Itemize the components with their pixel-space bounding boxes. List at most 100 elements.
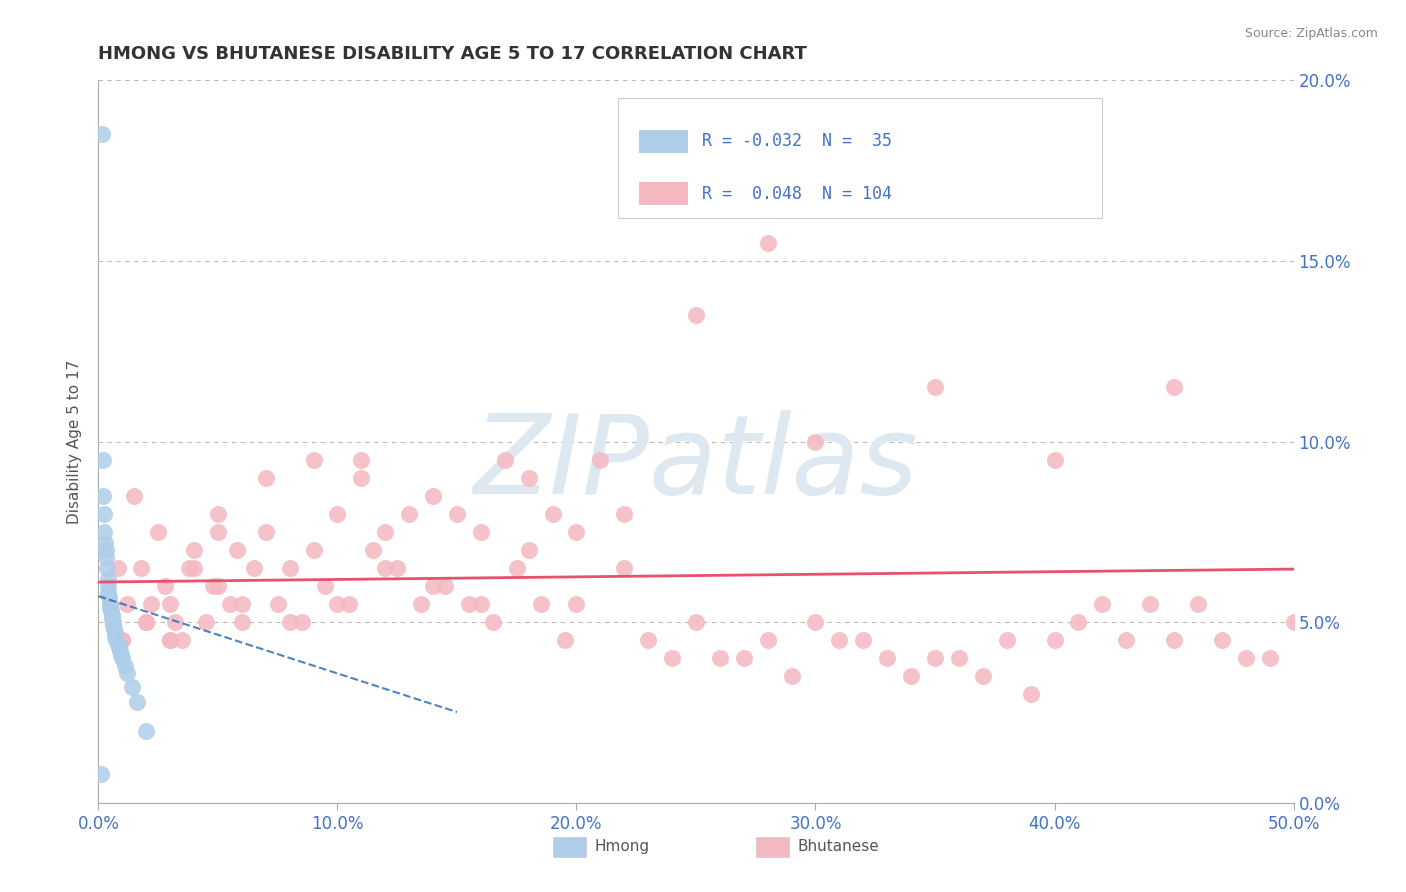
Point [207, 579, 229, 593]
Point [411, 597, 433, 611]
Point [374, 561, 396, 575]
Point [482, 615, 505, 630]
Point [1043, 452, 1066, 467]
Text: Source: ZipAtlas.com: Source: ZipAtlas.com [1244, 27, 1378, 40]
Point [219, 597, 242, 611]
Point [685, 615, 707, 630]
Point [302, 542, 325, 557]
Point [422, 579, 444, 593]
Point [98, 597, 121, 611]
Point [972, 669, 994, 683]
Point [339, 597, 361, 611]
Point [565, 524, 588, 539]
Point [195, 615, 218, 630]
Point [1282, 615, 1305, 630]
Point [267, 597, 290, 611]
Point [565, 597, 588, 611]
Text: R =  0.048  N = 104: R = 0.048 N = 104 [702, 185, 891, 202]
Point [107, 640, 129, 655]
Point [385, 561, 409, 575]
Point [1234, 651, 1257, 665]
FancyBboxPatch shape [553, 837, 586, 857]
Point [1258, 651, 1281, 665]
Point [637, 633, 659, 648]
Point [804, 434, 827, 449]
Point [254, 471, 277, 485]
Point [278, 561, 301, 575]
Point [589, 452, 612, 467]
Point [91, 489, 114, 503]
Point [135, 615, 157, 630]
Point [374, 524, 396, 539]
Point [125, 695, 148, 709]
Point [103, 619, 125, 633]
Point [517, 542, 540, 557]
Point [100, 607, 122, 622]
Point [517, 471, 540, 485]
Point [97, 586, 120, 600]
Point [98, 600, 122, 615]
Point [94, 542, 117, 557]
Point [103, 623, 125, 637]
Point [1067, 615, 1090, 630]
Point [302, 452, 325, 467]
Point [94, 535, 117, 549]
Point [470, 597, 492, 611]
Point [278, 615, 301, 630]
Point [231, 615, 253, 630]
Point [506, 561, 529, 575]
Point [104, 630, 127, 644]
Point [924, 651, 946, 665]
Point [100, 604, 122, 618]
Point [661, 651, 683, 665]
Point [924, 380, 946, 394]
Point [207, 524, 229, 539]
Point [613, 507, 636, 521]
Point [111, 633, 134, 648]
Point [828, 633, 851, 648]
Point [709, 651, 731, 665]
Point [135, 723, 157, 738]
Point [207, 507, 229, 521]
Point [183, 561, 205, 575]
Point [1091, 597, 1114, 611]
Point [254, 524, 277, 539]
Y-axis label: Disability Age 5 to 17: Disability Age 5 to 17 [67, 359, 83, 524]
Point [131, 561, 153, 575]
Point [1163, 380, 1185, 394]
Point [121, 680, 143, 694]
Point [114, 658, 136, 673]
Point [326, 597, 349, 611]
Point [733, 651, 755, 665]
Point [1043, 633, 1066, 648]
Point [115, 597, 138, 611]
Point [172, 633, 194, 648]
Point [108, 644, 131, 658]
Point [107, 637, 129, 651]
Point [159, 597, 181, 611]
Point [124, 489, 146, 503]
Point [139, 597, 162, 611]
Point [494, 452, 516, 467]
Point [685, 308, 707, 322]
Point [1139, 597, 1161, 611]
Point [90, 767, 112, 781]
Point [398, 507, 420, 521]
Point [243, 561, 266, 575]
Point [159, 633, 181, 648]
Point [101, 615, 124, 630]
Point [363, 542, 385, 557]
Point [93, 524, 115, 539]
Point [852, 633, 875, 648]
Point [91, 452, 114, 467]
Point [101, 611, 124, 625]
Point [202, 579, 225, 593]
Point [470, 524, 492, 539]
Point [94, 550, 117, 565]
Point [107, 561, 129, 575]
Point [350, 471, 373, 485]
Point [291, 615, 314, 630]
Point [1019, 687, 1042, 701]
Point [1211, 633, 1233, 648]
FancyBboxPatch shape [756, 837, 789, 857]
